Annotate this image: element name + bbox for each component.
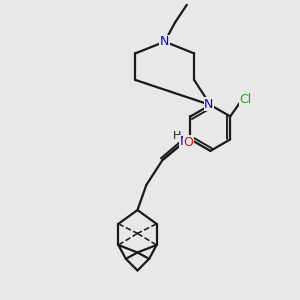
Text: H: H <box>172 131 181 141</box>
Text: O: O <box>183 136 193 149</box>
Text: N: N <box>204 98 214 111</box>
Text: N: N <box>160 35 169 48</box>
Text: Cl: Cl <box>240 93 252 106</box>
Text: N: N <box>180 135 189 148</box>
